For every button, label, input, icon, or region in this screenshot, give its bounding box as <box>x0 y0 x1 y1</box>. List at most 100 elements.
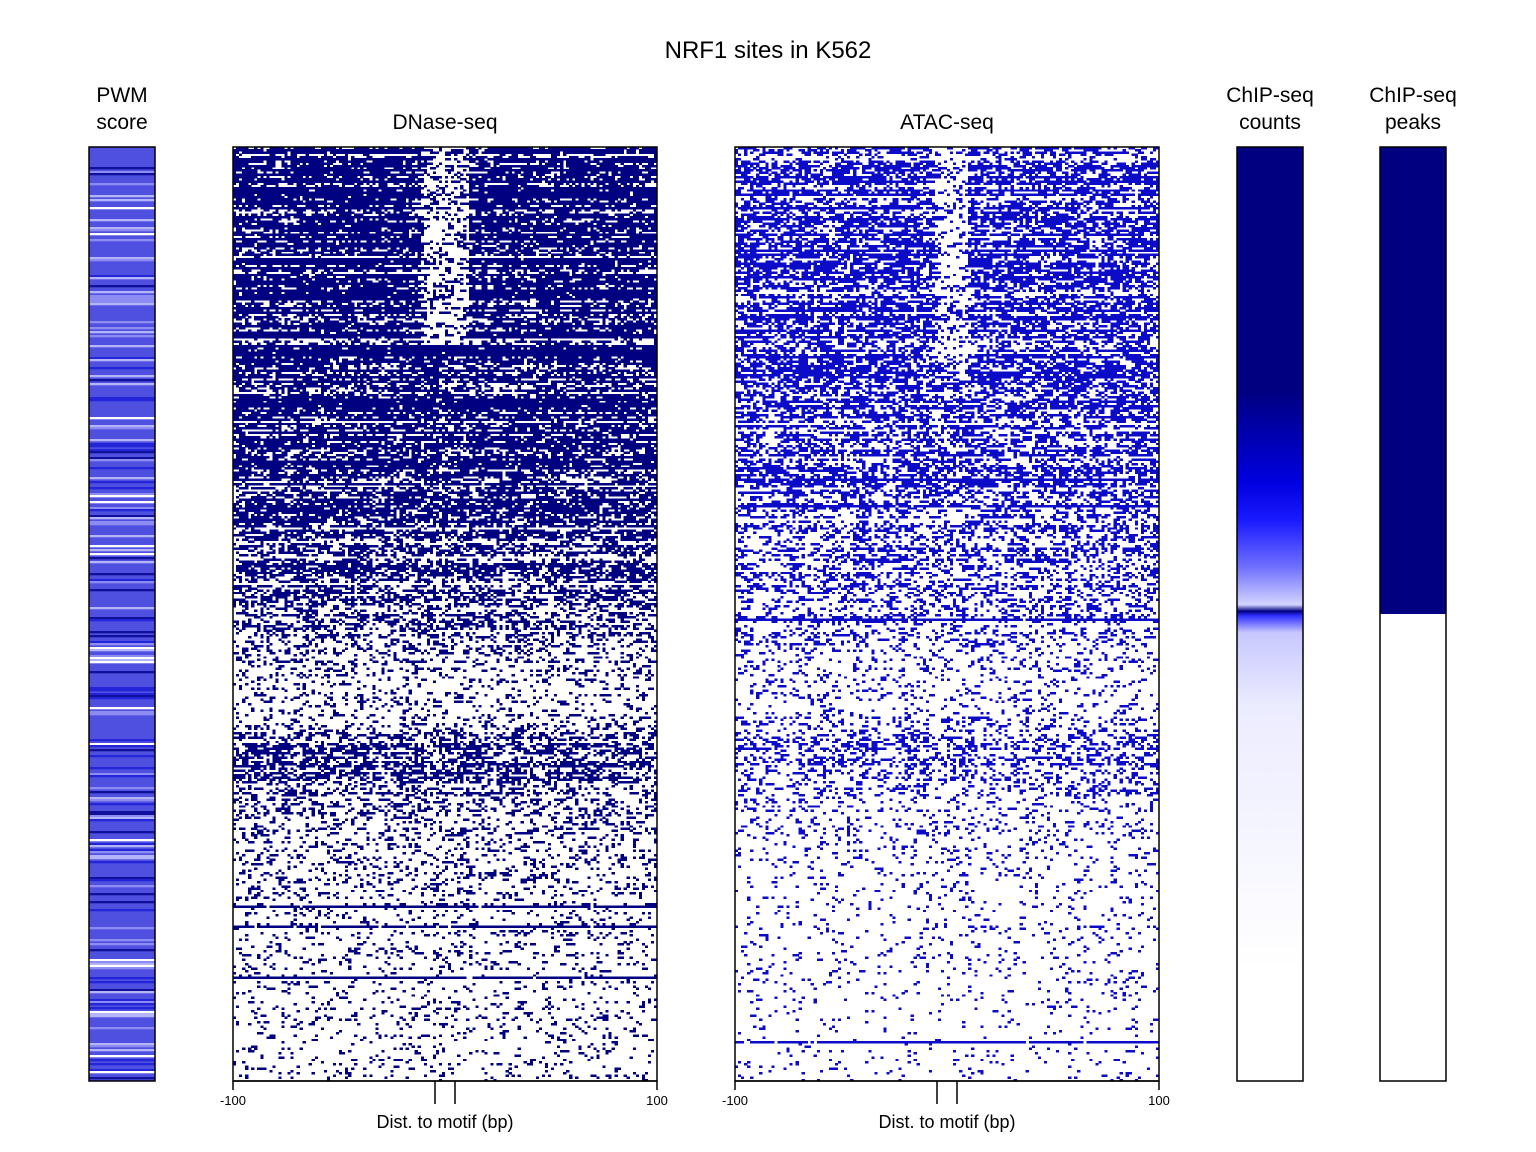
pwm-stripe <box>89 239 155 242</box>
pwm-stripe <box>89 981 155 984</box>
pwm-stripe <box>89 507 155 510</box>
dnase-x-axis-label: Dist. to motif (bp) <box>376 1112 513 1132</box>
pwm-stripe <box>89 379 155 382</box>
pwm-stripe <box>89 839 155 842</box>
pwm-stripe <box>89 749 155 752</box>
pwm-stripe <box>89 689 155 692</box>
pwm-stripe <box>89 195 155 198</box>
pwm-stripe <box>89 1013 155 1016</box>
pwm-stripe <box>89 607 155 610</box>
pwm-stripe <box>89 199 155 202</box>
atac-x-axis-label: Dist. to motif (bp) <box>878 1112 1015 1132</box>
pwm-stripe <box>89 743 155 746</box>
pwm-stripe <box>89 357 155 360</box>
atac-x-axis: -100 100 Dist. to motif (bp) <box>722 1080 1170 1132</box>
pwm-stripe <box>89 275 155 278</box>
pwm-stripe <box>89 459 155 462</box>
pwm-stripe <box>89 1007 155 1010</box>
pwm-stripe <box>89 641 155 644</box>
chip-counts-gradient <box>1237 147 1303 1081</box>
pwm-stripe <box>89 861 155 864</box>
pwm-stripe <box>89 589 155 592</box>
pwm-stripe <box>89 521 155 524</box>
pwm-stripe <box>89 619 155 622</box>
pwm-stripe <box>89 535 155 538</box>
pwm-stripe <box>89 301 155 304</box>
pwm-stripe <box>89 1055 155 1058</box>
pwm-stripe <box>89 501 155 504</box>
chip-peaks-frame <box>1379 146 1447 1082</box>
pwm-stripe <box>89 851 155 854</box>
pwm-stripe <box>89 739 155 742</box>
pwm-stripe <box>89 655 155 658</box>
pwm-stripe <box>89 445 155 448</box>
pwm-stripe <box>89 467 155 470</box>
pwm-stripe <box>89 1059 155 1062</box>
pwm-stripe <box>89 397 155 400</box>
pwm-title-line2: score <box>96 111 147 134</box>
pwm-stripe <box>89 171 155 174</box>
pwm-stripe <box>89 999 155 1002</box>
pwm-stripe <box>89 173 155 176</box>
pwm-stripe <box>89 855 155 858</box>
dnase-x-axis: -100 100 Dist. to motif (bp) <box>220 1080 668 1132</box>
chip-peaks-title-line2: peaks <box>1385 111 1441 134</box>
pwm-stripe <box>89 939 155 942</box>
pwm-stripe <box>89 477 155 480</box>
pwm-stripe <box>89 227 155 230</box>
pwm-stripe <box>89 799 155 802</box>
dnase-cells <box>233 147 658 1082</box>
pwm-stripe <box>89 493 155 496</box>
pwm-stripe <box>89 399 155 402</box>
chip-peaks-title-line1: ChIP-seq <box>1369 84 1457 107</box>
pwm-stripe <box>89 817 155 820</box>
pwm-stripe <box>89 367 155 370</box>
pwm-stripe <box>89 1043 155 1046</box>
pwm-stripe <box>89 321 155 324</box>
pwm-stripe <box>89 687 155 690</box>
pwm-stripe <box>89 1001 155 1004</box>
dnase-heatmap <box>233 147 658 1082</box>
pwm-stripe <box>89 879 155 882</box>
pwm-stripe <box>89 811 155 814</box>
pwm-title-line1: PWM <box>96 84 147 107</box>
pwm-stripe <box>89 277 155 280</box>
pwm-stripe <box>89 327 155 330</box>
pwm-stripe <box>89 901 155 904</box>
pwm-stripe <box>89 617 155 620</box>
pwm-stripe <box>89 967 155 970</box>
pwm-stripe <box>89 183 155 186</box>
pwm-stripe <box>89 635 155 638</box>
pwm-stripe <box>89 791 155 794</box>
pwm-stripe <box>89 649 155 652</box>
pwm-stripe <box>89 1063 155 1066</box>
pwm-stripe <box>89 383 155 386</box>
pwm-score-heatmap <box>89 147 155 1081</box>
pwm-stripe <box>89 549 155 552</box>
dnase-tick-label-left: -100 <box>220 1093 246 1108</box>
pwm-stripe <box>89 647 155 650</box>
pwm-stripe <box>89 787 155 790</box>
pwm-stripe <box>89 815 155 818</box>
chip-peaks-heatmap <box>1380 147 1446 1081</box>
atac-cells <box>735 147 1160 1082</box>
chip-peaks-positive <box>1380 147 1446 614</box>
pwm-stripe <box>89 989 155 992</box>
pwm-stripe <box>89 509 155 512</box>
pwm-stripe <box>89 849 155 852</box>
pwm-stripe <box>89 767 155 770</box>
pwm-stripe <box>89 359 155 362</box>
pwm-stripe <box>89 439 155 442</box>
pwm-stripe <box>89 229 155 232</box>
pwm-stripe <box>89 285 155 288</box>
pwm-stripe <box>89 963 155 966</box>
pwm-stripe <box>89 495 155 498</box>
pwm-stripe <box>89 693 155 696</box>
pwm-stripe <box>89 695 155 698</box>
pwm-stripe <box>89 487 155 490</box>
pwm-stripe <box>89 991 155 994</box>
pwm-stripe <box>89 671 155 674</box>
pwm-stripe <box>89 553 155 556</box>
pwm-stripe <box>89 927 155 930</box>
